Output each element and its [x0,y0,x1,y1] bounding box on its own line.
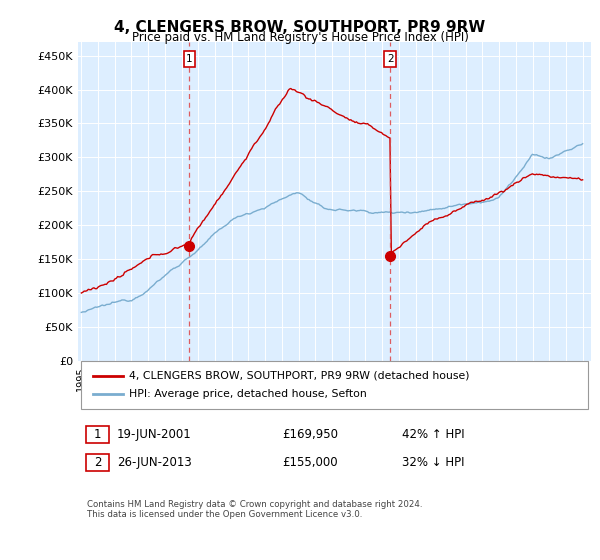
Text: Contains HM Land Registry data © Crown copyright and database right 2024.: Contains HM Land Registry data © Crown c… [87,500,422,508]
Bar [190,42,390,361]
Text: 42% ↑ HPI: 42% ↑ HPI [402,428,464,441]
Text: £169,950: £169,950 [282,428,338,441]
Text: 32% ↓ HPI: 32% ↓ HPI [402,456,464,469]
Text: 2: 2 [387,54,394,64]
Text: 26-JUN-2013: 26-JUN-2013 [117,456,192,469]
Text: £155,000: £155,000 [282,456,338,469]
Text: 2: 2 [94,456,101,469]
Text: 1: 1 [186,54,193,64]
Text: 4, CLENGERS BROW, SOUTHPORT, PR9 9RW (detached house): 4, CLENGERS BROW, SOUTHPORT, PR9 9RW (de… [129,371,470,381]
Text: 4, CLENGERS BROW, SOUTHPORT, PR9 9RW: 4, CLENGERS BROW, SOUTHPORT, PR9 9RW [115,20,485,35]
Text: 19-JUN-2001: 19-JUN-2001 [117,428,192,441]
Text: HPI: Average price, detached house, Sefton: HPI: Average price, detached house, Seft… [129,389,367,399]
Text: Price paid vs. HM Land Registry's House Price Index (HPI): Price paid vs. HM Land Registry's House … [131,31,469,44]
Text: This data is licensed under the Open Government Licence v3.0.: This data is licensed under the Open Gov… [87,510,362,519]
Text: 1: 1 [94,428,101,441]
